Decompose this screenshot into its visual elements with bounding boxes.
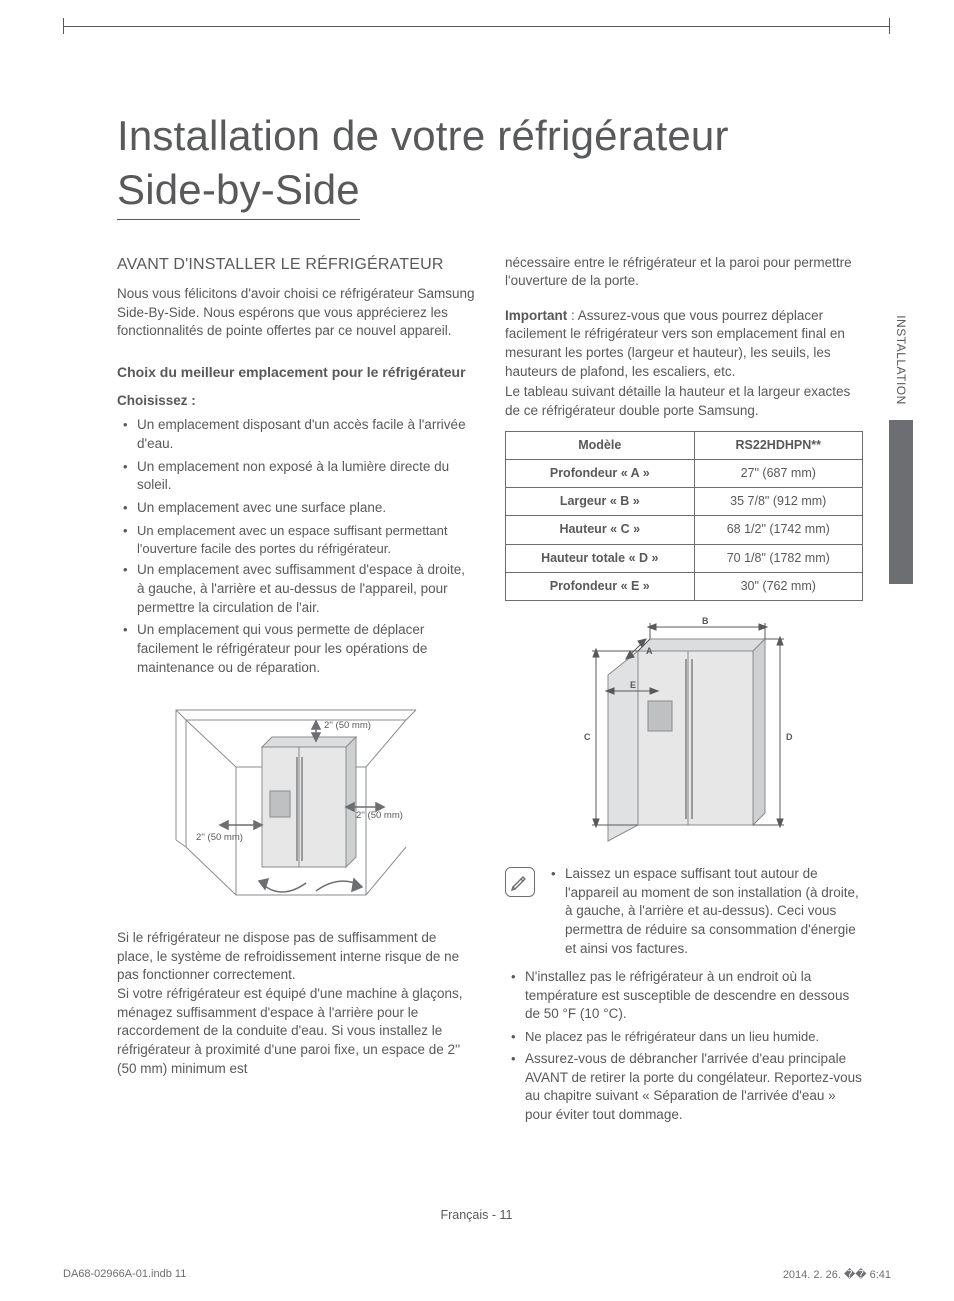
- table-row: Hauteur « C »68 1/2" (1742 mm): [506, 516, 863, 544]
- right-column: nécessaire entre le réfrigérateur et la …: [505, 254, 863, 1129]
- subheading: Choix du meilleur emplacement pour le ré…: [117, 363, 475, 382]
- dim-e-label: E: [630, 679, 636, 691]
- clearance-top-label: 2'' (50 mm): [324, 719, 371, 732]
- list-item: Un emplacement disposant d'un accès faci…: [117, 416, 475, 453]
- list-item: Un emplacement non exposé à la lumière d…: [117, 458, 475, 495]
- list-item: Un emplacement avec une surface plane.: [117, 499, 475, 518]
- side-tab-label-box: INSTALLATION: [889, 300, 913, 420]
- table-cell: 30" (762 mm): [694, 572, 862, 600]
- table-row: Largeur « B »35 7/8" (912 mm): [506, 488, 863, 516]
- table-row: Profondeur « A »27" (687 mm): [506, 459, 863, 487]
- table-intro: Le tableau suivant détaille la hauteur e…: [505, 383, 863, 420]
- table-row: Hauteur totale « D »70 1/8" (1782 mm): [506, 544, 863, 572]
- dim-c-label: C: [584, 731, 591, 743]
- clearance-left-label: 2'' (50 mm): [196, 831, 243, 844]
- page: Installation de votre réfrigérateur Side…: [63, 26, 890, 1274]
- side-tab-dark: [889, 420, 913, 584]
- table-cell: 27" (687 mm): [694, 459, 862, 487]
- title-line-1: Installation de votre réfrigérateur: [117, 112, 729, 159]
- list-item: N'installez pas le réfrigérateur à un en…: [505, 968, 863, 1024]
- print-footer: DA68-02966A-01.indb 11 2014. 2. 26. �� 6…: [63, 1268, 891, 1281]
- list-item: Un emplacement qui vous permette de dépl…: [117, 621, 475, 677]
- list-item: Un emplacement avec suffisamment d'espac…: [117, 561, 475, 617]
- table-cell: Hauteur totale « D »: [506, 544, 695, 572]
- intro-text: Nous vous félicitons d'avoir choisi ce r…: [117, 285, 475, 341]
- columns: AVANT D'INSTALLER LE RÉFRIGÉRATEUR Nous …: [117, 254, 890, 1129]
- note-bullets: Laissez un espace suffisant tout autour …: [545, 865, 863, 962]
- print-footer-right: 2014. 2. 26. �� 6:41: [783, 1268, 891, 1281]
- pencil-note-icon: [510, 872, 530, 892]
- print-footer-left: DA68-02966A-01.indb 11: [63, 1268, 186, 1281]
- title-line-2: Side-by-Side: [117, 163, 360, 220]
- list-item: Un emplacement avec un espace suffisant …: [117, 522, 475, 558]
- after-figure-text: Si le réfrigérateur ne dispose pas de su…: [117, 929, 475, 1078]
- table-row: Modèle RS22HDHPN**: [506, 431, 863, 459]
- dim-d-label: D: [786, 731, 793, 743]
- important-label: Important: [505, 308, 567, 323]
- table-cell: Largeur « B »: [506, 488, 695, 516]
- dim-a-label: A: [646, 645, 653, 657]
- section-heading: AVANT D'INSTALLER LE RÉFRIGÉRATEUR: [117, 254, 475, 276]
- table-cell: 68 1/2" (1742 mm): [694, 516, 862, 544]
- note-row: Laissez un espace suffisant tout autour …: [505, 865, 863, 962]
- side-tab-label: INSTALLATION: [894, 315, 908, 405]
- left-column: AVANT D'INSTALLER LE RÉFRIGÉRATEUR Nous …: [117, 254, 475, 1129]
- side-tab: INSTALLATION: [889, 300, 913, 584]
- table-cell: 35 7/8" (912 mm): [694, 488, 862, 516]
- note-icon: [505, 867, 535, 897]
- list-item: Assurez-vous de débrancher l'arrivée d'e…: [505, 1050, 863, 1125]
- choose-label: Choisissez :: [117, 392, 475, 411]
- table-cell: Hauteur « C »: [506, 516, 695, 544]
- continuation-text: nécessaire entre le réfrigérateur et la …: [505, 254, 863, 291]
- list-item: Laissez un espace suffisant tout autour …: [545, 865, 863, 958]
- dimensions-figure: B A C D E: [568, 615, 800, 847]
- table-header: Modèle: [506, 431, 695, 459]
- clearance-svg: [166, 695, 426, 915]
- important-note: Important : Assurez-vous que vous pourre…: [505, 307, 863, 382]
- dimensions-svg: [568, 615, 800, 847]
- table-header: RS22HDHPN**: [694, 431, 862, 459]
- clearance-figure: 2'' (50 mm) 2'' (50 mm) 2'' (50 mm): [166, 695, 426, 915]
- clearance-right-label: 2'' (50 mm): [356, 809, 403, 822]
- page-title: Installation de votre réfrigérateur Side…: [117, 109, 890, 220]
- dimensions-table: Modèle RS22HDHPN** Profondeur « A »27" (…: [505, 431, 863, 602]
- table-cell: 70 1/8" (1782 mm): [694, 544, 862, 572]
- table-row: Profondeur « E »30" (762 mm): [506, 572, 863, 600]
- table-cell: Profondeur « E »: [506, 572, 695, 600]
- warning-bullets: N'installez pas le réfrigérateur à un en…: [505, 968, 863, 1124]
- page-footer: Français - 11: [63, 1208, 890, 1222]
- table-cell: Profondeur « A »: [506, 459, 695, 487]
- location-bullets: Un emplacement disposant d'un accès faci…: [117, 416, 475, 677]
- list-item: Ne placez pas le réfrigérateur dans un l…: [505, 1028, 863, 1046]
- dim-b-label: B: [702, 615, 709, 627]
